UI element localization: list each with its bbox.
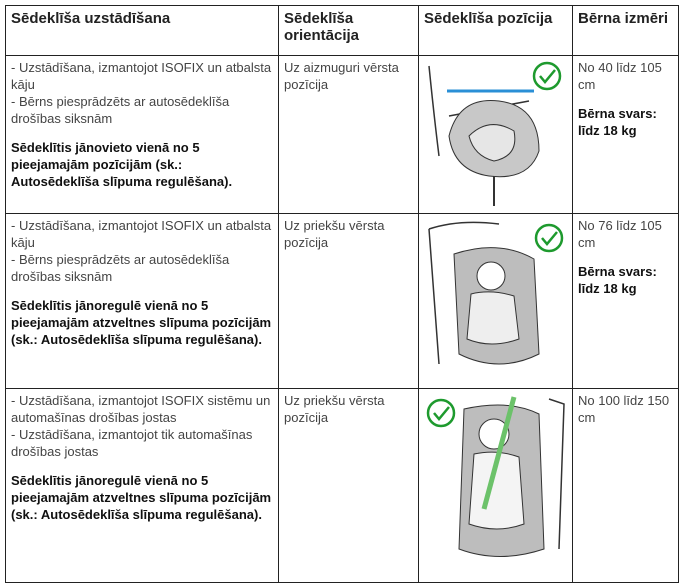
header-row: Sēdeklīša uzstādīšana Sēdeklīša orientāc… <box>5 5 679 56</box>
header-cell: Sēdeklīša pozīcija <box>418 5 573 56</box>
size-cell: No 100 līdz 150 cm <box>572 388 679 583</box>
seat-table: Sēdeklīša uzstādīšana Sēdeklīša orientāc… <box>5 5 679 583</box>
orientation: Uz priekšu vērsta pozīcija <box>284 218 385 250</box>
installation-line: - Bērns piesprādzēts ar autosēdeklīša dr… <box>11 94 230 126</box>
orientation-cell: Uz priekšu vērsta pozīcija <box>278 388 419 583</box>
weight: Bērna svars: līdz 18 kg <box>578 264 657 296</box>
illustration <box>426 396 565 557</box>
size-cell: No 40 līdz 105 cm Bērna svars: līdz 18 k… <box>572 55 679 214</box>
weight: Bērna svars: līdz 18 kg <box>578 106 657 138</box>
size-cell: No 76 līdz 105 cm Bērna svars: līdz 18 k… <box>572 213 679 389</box>
header-cell: Sēdeklīša orientācija <box>278 5 419 56</box>
orientation: Uz aizmuguri vērsta pozīcija <box>284 60 399 92</box>
row: - Uzstādīšana, izmantojot ISOFIX un atba… <box>5 213 679 389</box>
header-cell: Bērna izmēri <box>572 5 679 56</box>
image-cell <box>418 213 573 389</box>
orientation: Uz priekšu vērsta pozīcija <box>284 393 385 425</box>
installation-line: - Uzstādīšana, izmantojot ISOFIX un atba… <box>11 218 272 250</box>
installation-cell: - Uzstādīšana, izmantojot ISOFIX un atba… <box>5 55 279 214</box>
image-cell <box>418 388 573 583</box>
orientation-cell: Uz priekšu vērsta pozīcija <box>278 213 419 389</box>
note: Sēdeklītis jānoregulē vienā no 5 pieejam… <box>11 473 272 522</box>
illustration <box>428 221 564 365</box>
installation-cell: - Uzstādīšana, izmantojot ISOFIX sistēmu… <box>5 388 279 583</box>
installation-cell: - Uzstādīšana, izmantojot ISOFIX un atba… <box>5 213 279 389</box>
size: No 40 līdz 105 cm <box>578 60 662 92</box>
note: Sēdeklītis jānovieto vienā no 5 pieejama… <box>11 140 233 189</box>
installation-line: - Uzstādīšana, izmantojot tik automašīna… <box>11 427 253 459</box>
row: - Uzstādīšana, izmantojot ISOFIX un atba… <box>5 55 679 214</box>
installation-line: - Bērns piesprādzēts ar autosēdeklīša dr… <box>11 252 230 284</box>
row: - Uzstādīšana, izmantojot ISOFIX sistēmu… <box>5 388 679 583</box>
orientation-cell: Uz aizmuguri vērsta pozīcija <box>278 55 419 214</box>
note: Sēdeklītis jānoregulē vienā no 5 pieejam… <box>11 298 272 347</box>
header-cell: Sēdeklīša uzstādīšana <box>5 5 279 56</box>
size: No 100 līdz 150 cm <box>578 393 670 425</box>
size: No 76 līdz 105 cm <box>578 218 662 250</box>
installation-line: - Uzstādīšana, izmantojot ISOFIX un atba… <box>11 60 272 92</box>
installation-line: - Uzstādīšana, izmantojot ISOFIX sistēmu… <box>11 393 271 425</box>
image-cell <box>418 55 573 214</box>
illustration <box>428 61 562 206</box>
